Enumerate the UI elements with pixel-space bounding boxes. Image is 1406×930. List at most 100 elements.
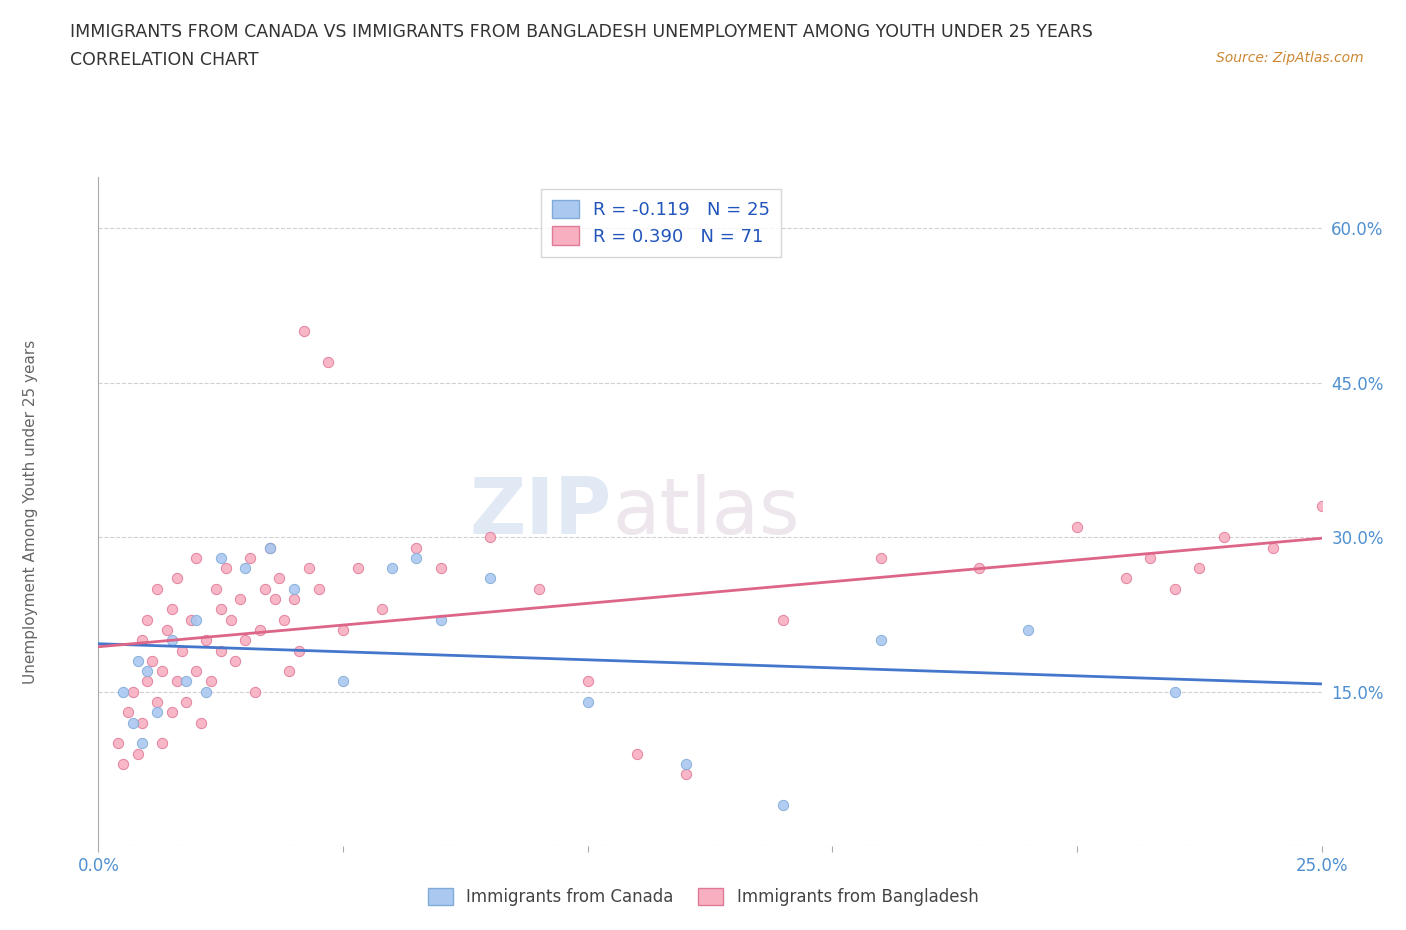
Point xyxy=(131,632,153,647)
Text: CORRELATION CHART: CORRELATION CHART xyxy=(70,51,259,69)
Point xyxy=(1261,540,1284,555)
Point xyxy=(176,674,198,689)
Point xyxy=(298,561,321,576)
Text: atlas: atlas xyxy=(612,473,800,550)
Point xyxy=(249,622,271,637)
Point xyxy=(233,632,256,647)
Point xyxy=(259,540,281,555)
Point xyxy=(772,798,794,813)
Point xyxy=(190,715,212,730)
Point xyxy=(136,674,159,689)
Point xyxy=(1066,520,1088,535)
Point xyxy=(1310,498,1333,513)
Point xyxy=(141,654,163,669)
Point xyxy=(1164,684,1187,699)
Point xyxy=(224,654,246,669)
Point xyxy=(111,756,134,771)
Point xyxy=(156,622,179,637)
Point xyxy=(136,664,159,679)
Point xyxy=(131,736,153,751)
Point xyxy=(405,551,427,565)
Point xyxy=(131,715,153,730)
Point xyxy=(180,612,202,627)
Point xyxy=(146,695,169,710)
Point xyxy=(381,561,404,576)
Point xyxy=(146,581,169,596)
Point xyxy=(127,746,149,761)
Point xyxy=(478,530,501,545)
Point xyxy=(176,695,198,710)
Point xyxy=(478,571,501,586)
Point xyxy=(283,591,305,606)
Point xyxy=(283,581,305,596)
Point xyxy=(209,602,232,617)
Point xyxy=(117,705,139,720)
Legend: R = -0.119   N = 25, R = 0.390   N = 71: R = -0.119 N = 25, R = 0.390 N = 71 xyxy=(541,189,782,257)
Point xyxy=(405,540,427,555)
Point xyxy=(967,561,990,576)
Point xyxy=(121,684,143,699)
Point xyxy=(214,561,236,576)
Point xyxy=(259,540,281,555)
Point xyxy=(371,602,394,617)
Point xyxy=(209,551,232,565)
Point xyxy=(121,715,143,730)
Point xyxy=(186,551,208,565)
Point xyxy=(292,324,315,339)
Point xyxy=(576,695,599,710)
Point xyxy=(273,612,295,627)
Point xyxy=(278,664,301,679)
Point xyxy=(430,561,453,576)
Point xyxy=(772,612,794,627)
Point xyxy=(107,736,129,751)
Point xyxy=(127,654,149,669)
Point xyxy=(269,571,291,586)
Point xyxy=(200,674,222,689)
Point xyxy=(160,632,183,647)
Text: IMMIGRANTS FROM CANADA VS IMMIGRANTS FROM BANGLADESH UNEMPLOYMENT AMONG YOUTH UN: IMMIGRANTS FROM CANADA VS IMMIGRANTS FRO… xyxy=(70,23,1094,41)
Point xyxy=(308,581,330,596)
Point xyxy=(170,644,193,658)
Point xyxy=(626,746,648,761)
Point xyxy=(219,612,242,627)
Point xyxy=(430,612,453,627)
Point xyxy=(1017,622,1039,637)
Point xyxy=(205,581,228,596)
Point xyxy=(195,632,218,647)
Point xyxy=(288,644,311,658)
Point xyxy=(1115,571,1137,586)
Point xyxy=(576,674,599,689)
Point xyxy=(209,644,232,658)
Point xyxy=(239,551,262,565)
Point xyxy=(146,705,169,720)
Point xyxy=(1139,551,1161,565)
Point xyxy=(1164,581,1187,596)
Point xyxy=(195,684,218,699)
Legend: Immigrants from Canada, Immigrants from Bangladesh: Immigrants from Canada, Immigrants from … xyxy=(420,881,986,912)
Text: Source: ZipAtlas.com: Source: ZipAtlas.com xyxy=(1216,51,1364,65)
Point xyxy=(263,591,285,606)
Point xyxy=(233,561,256,576)
Text: ZIP: ZIP xyxy=(470,473,612,550)
Point xyxy=(870,632,893,647)
Point xyxy=(870,551,893,565)
Point xyxy=(160,602,183,617)
Point xyxy=(186,612,208,627)
Point xyxy=(229,591,252,606)
Point xyxy=(527,581,550,596)
Point xyxy=(675,766,697,781)
Point xyxy=(150,664,173,679)
Point xyxy=(243,684,266,699)
Text: Unemployment Among Youth under 25 years: Unemployment Among Youth under 25 years xyxy=(24,339,38,684)
Point xyxy=(1188,561,1211,576)
Point xyxy=(346,561,368,576)
Point xyxy=(160,705,183,720)
Point xyxy=(166,674,188,689)
Point xyxy=(136,612,159,627)
Point xyxy=(253,581,276,596)
Point xyxy=(111,684,134,699)
Point xyxy=(675,756,697,771)
Point xyxy=(332,674,354,689)
Point xyxy=(166,571,188,586)
Point xyxy=(1212,530,1234,545)
